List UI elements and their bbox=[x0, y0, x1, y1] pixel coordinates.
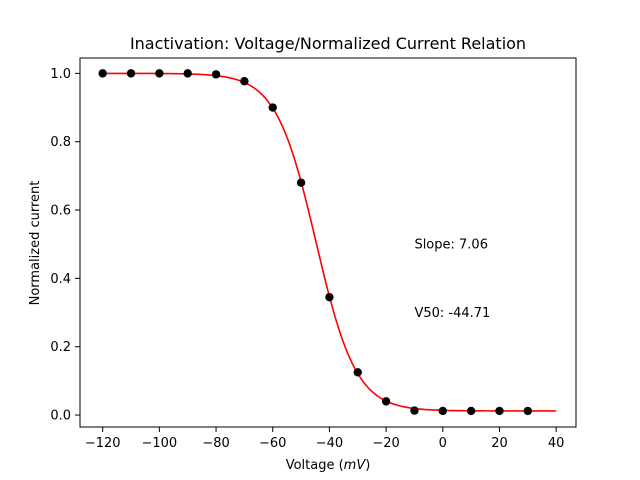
x-axis: −120 −100 −80 −60 −40 −20 0 20 40 bbox=[85, 427, 565, 451]
data-point bbox=[155, 69, 164, 78]
x-tick-label: −40 bbox=[316, 436, 343, 451]
data-point bbox=[296, 178, 306, 187]
y-axis-label: Normalized current bbox=[28, 181, 43, 306]
x-tick-label: 0 bbox=[439, 436, 447, 451]
x-tick-label: 20 bbox=[491, 436, 508, 451]
data-point bbox=[523, 406, 533, 416]
axes-frame bbox=[79, 57, 577, 428]
y-tick-label: 1.0 bbox=[50, 67, 71, 82]
y-tick-label: 0.0 bbox=[50, 409, 71, 424]
data-point bbox=[183, 69, 192, 78]
data-point bbox=[211, 70, 221, 79]
data-point bbox=[410, 406, 419, 415]
x-tick-label: −20 bbox=[372, 436, 399, 451]
data-point bbox=[466, 406, 476, 416]
chart-title: Inactivation: Voltage/Normalized Current… bbox=[130, 34, 526, 53]
x-tick-label: −60 bbox=[259, 436, 286, 451]
y-tick-label: 0.4 bbox=[50, 272, 71, 287]
y-tick-label: 0.8 bbox=[50, 135, 71, 150]
x-axis-label: Voltage (mV) bbox=[286, 458, 371, 473]
x-tick-label: −120 bbox=[85, 436, 121, 451]
data-point bbox=[325, 292, 334, 302]
x-tick-label: 40 bbox=[548, 436, 565, 451]
data-point bbox=[268, 103, 277, 112]
data-point bbox=[353, 368, 362, 377]
data-point bbox=[381, 397, 391, 406]
data-point bbox=[495, 406, 504, 416]
annotation-text: V50: -44.71 bbox=[414, 306, 490, 321]
x-tick-label: −100 bbox=[142, 436, 178, 451]
plot-area bbox=[98, 69, 557, 416]
data-point bbox=[240, 77, 249, 86]
data-point bbox=[438, 406, 447, 416]
y-axis: 0.0 0.2 0.4 0.6 0.8 1.0 bbox=[50, 67, 80, 424]
x-tick-label: −80 bbox=[202, 436, 229, 451]
data-point bbox=[98, 69, 107, 78]
y-tick-label: 0.2 bbox=[50, 340, 71, 355]
data-point bbox=[126, 69, 136, 78]
annotation-text: Slope: 7.06 bbox=[414, 238, 488, 253]
y-tick-label: 0.6 bbox=[50, 204, 71, 219]
annotations: Slope: 7.06 V50: -44.71 bbox=[414, 238, 490, 321]
